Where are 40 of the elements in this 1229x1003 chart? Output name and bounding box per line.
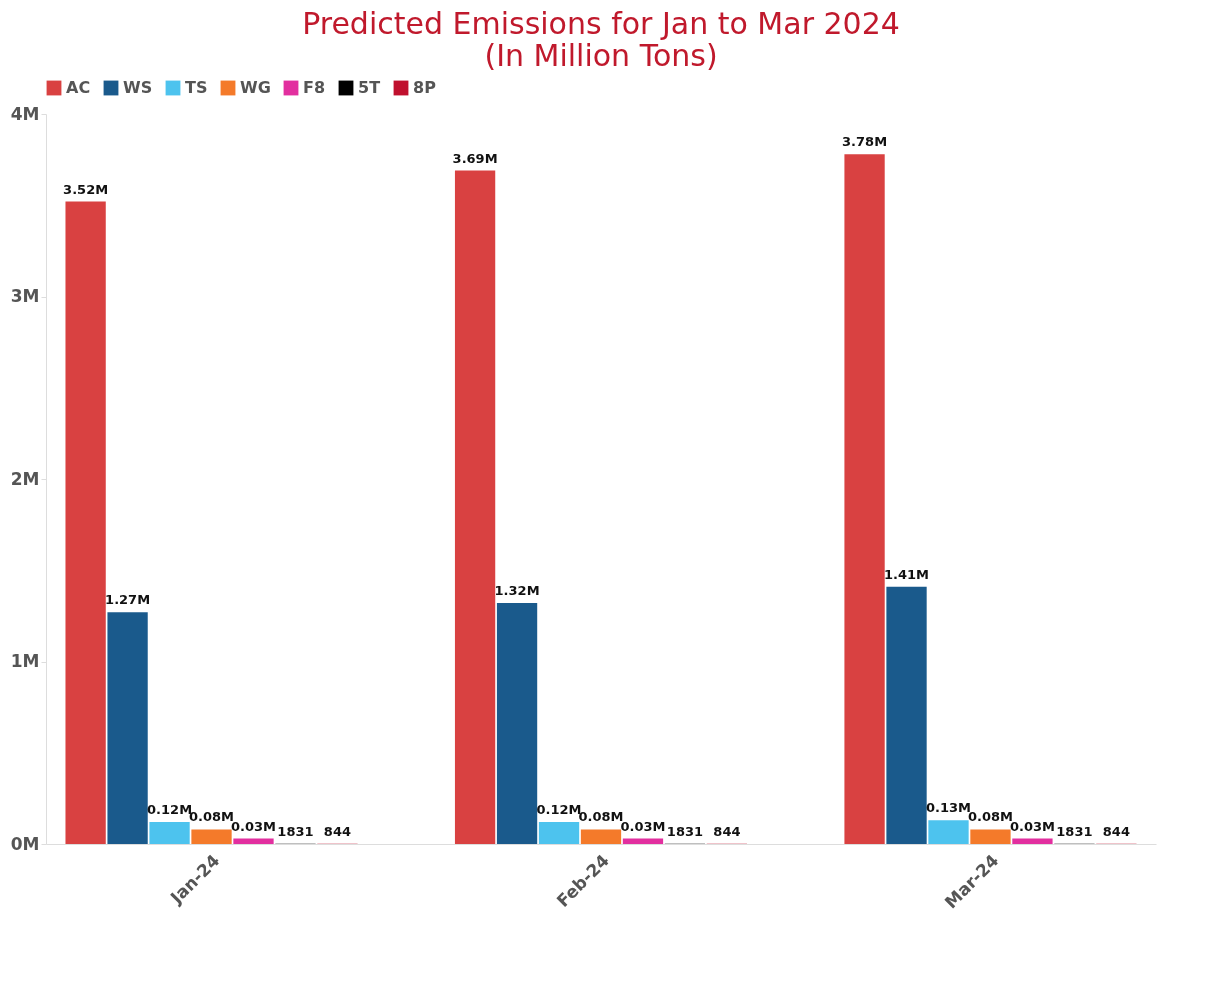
bar: [107, 612, 148, 844]
legend-label: WG: [240, 78, 271, 97]
bar: [496, 603, 538, 844]
bar: [886, 586, 927, 844]
bar: [928, 820, 969, 844]
data-label: 1831: [666, 823, 704, 839]
legend-label: AC: [66, 78, 91, 97]
bar: [622, 838, 664, 844]
y-tick-label: 3M: [10, 286, 40, 306]
data-label: 1831: [1056, 823, 1093, 839]
legend-label: WS: [123, 78, 153, 97]
bar: [149, 822, 190, 844]
data-label: 3.69M: [452, 150, 498, 166]
bar: [1012, 838, 1053, 844]
data-label: 1.32M: [494, 583, 540, 599]
bar: [65, 201, 106, 844]
y-tick-label: 0M: [10, 833, 40, 854]
legend-label: F8: [303, 78, 326, 97]
data-label: 3.52M: [63, 181, 109, 197]
bar: [970, 829, 1011, 844]
data-label: 844: [1102, 823, 1130, 839]
bar: [580, 829, 622, 844]
bar: [538, 822, 580, 844]
bar: [844, 154, 885, 844]
legend-label: 5T: [358, 78, 381, 97]
data-label: 1.41M: [884, 566, 930, 582]
bar: [191, 829, 232, 844]
data-label: 844: [713, 823, 741, 839]
text: Predicted Emissions for Jan to Mar 2024: [302, 6, 900, 41]
y-tick-label: 1M: [10, 651, 40, 671]
y-tick-label: 4M: [10, 103, 40, 124]
bar: [454, 170, 496, 844]
data-label: 1.27M: [105, 592, 151, 608]
legend-label: 8P: [413, 78, 437, 97]
legend-label: TS: [185, 78, 208, 97]
data-label: 844: [323, 823, 351, 839]
y-tick-label: 2M: [10, 468, 40, 489]
bar: [233, 838, 274, 844]
data-label: 1831: [277, 823, 314, 839]
data-label: 3.78M: [842, 134, 888, 150]
